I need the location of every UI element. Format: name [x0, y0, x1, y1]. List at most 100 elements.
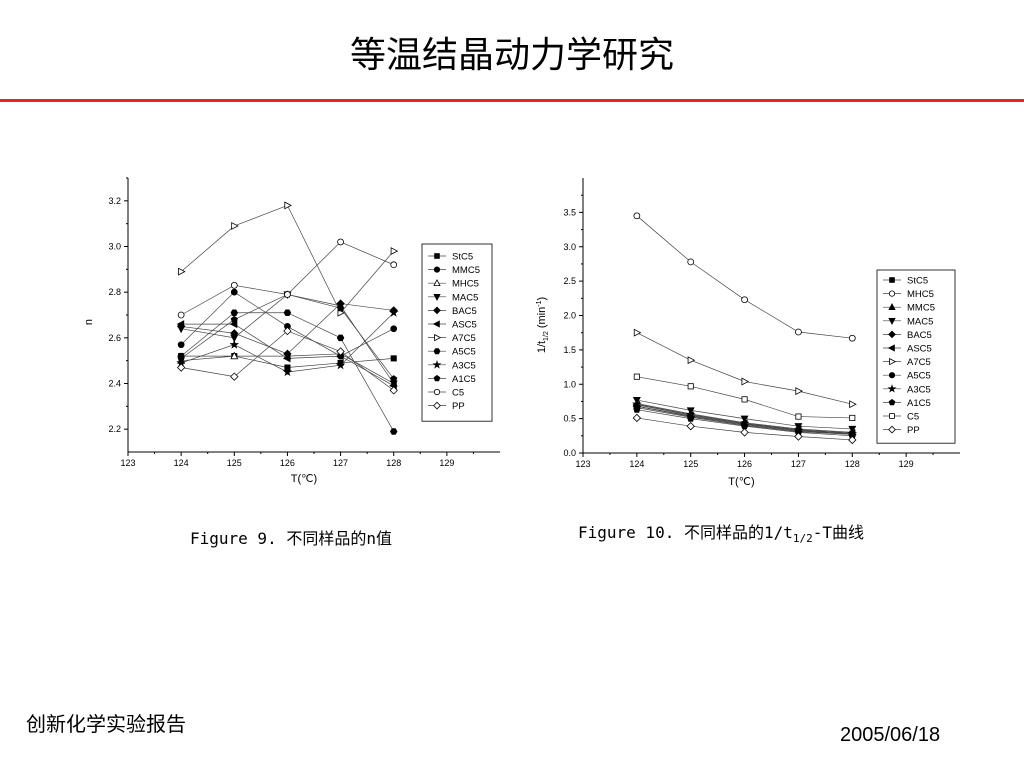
legend-marker [433, 293, 441, 301]
y-axis-title-main: 1/t [536, 341, 548, 353]
data-point [284, 291, 291, 298]
y-tick-label: 2.4 [108, 379, 121, 389]
legend-marker [434, 253, 440, 259]
y-tick-label: 2.0 [563, 311, 576, 321]
data-point [687, 356, 696, 365]
legend-label: StC5 [452, 252, 473, 263]
legend-marker [433, 401, 441, 410]
series-PP [176, 326, 398, 395]
y-tick-label: 2.6 [108, 333, 121, 343]
data-point [390, 375, 398, 383]
data-point [176, 320, 185, 329]
chart-figure10: 123 124 125 126 127 128 129 0.0 0.5 1.0 1.5 2.0 2.5 3… [536, 178, 960, 488]
data-point [632, 413, 642, 423]
legend-label: A1C5 [907, 398, 931, 409]
x-tick-label: 125 [227, 458, 242, 468]
data-point [388, 307, 399, 317]
data-point [633, 212, 641, 220]
legend-label: BAC5 [907, 330, 932, 341]
legend-marker [434, 333, 442, 342]
y-tick-label: 1.0 [563, 379, 576, 389]
figure10-caption-suffix: -T曲线 [812, 523, 865, 542]
legend-label: MMC5 [907, 303, 935, 314]
legend-marker [888, 317, 896, 325]
series-C5 [633, 373, 856, 421]
data-point [230, 315, 238, 323]
legend-marker [433, 348, 441, 355]
x-tick-label: 123 [575, 459, 590, 469]
y-tick-label: 3.5 [563, 207, 576, 217]
data-point [230, 351, 239, 360]
data-point [741, 396, 748, 403]
legend-marker [888, 290, 896, 297]
legend-label: ASC5 [452, 320, 477, 331]
y-axis-title: 1/t1/2 (min-1) [536, 297, 550, 353]
x-tick-label: 129 [439, 458, 454, 468]
legend-label: A3C5 [452, 360, 476, 371]
legend-marker [887, 344, 895, 352]
x-tick-label: 125 [683, 459, 698, 469]
series-PP [632, 413, 857, 445]
data-point [390, 325, 398, 333]
data-point [390, 355, 397, 362]
data-point [231, 221, 239, 230]
legend-label: MHC5 [452, 279, 479, 290]
figure9-caption: Figure 9. 不同样品的n值 [190, 529, 392, 548]
data-point [229, 339, 240, 349]
series-MHC5 [633, 212, 856, 342]
legend-label: PP [907, 425, 920, 436]
y-tick-label: 2.2 [108, 424, 121, 434]
legend-label: A5C5 [452, 347, 476, 358]
series-line [180, 241, 394, 316]
legend-marker [432, 320, 440, 328]
legend-marker [889, 357, 897, 366]
data-point [633, 405, 641, 413]
legend-marker [888, 398, 896, 406]
data-point [390, 247, 399, 256]
data-point [687, 258, 695, 266]
legend-marker [888, 425, 896, 434]
legend-marker [433, 388, 441, 396]
footer-report-name: 创新化学实验报告 [26, 712, 186, 736]
data-point [282, 354, 291, 363]
legend-label: A7C5 [452, 333, 476, 344]
legend-marker [887, 384, 897, 393]
data-point [336, 304, 345, 312]
x-tick-label: 129 [899, 459, 914, 469]
y-axis-title-sub: 1/2 [543, 331, 550, 341]
series-line [636, 215, 853, 339]
data-point [283, 309, 292, 316]
data-point [849, 414, 856, 421]
data-point [337, 238, 344, 246]
series-A3C5 [176, 307, 399, 377]
data-point [741, 296, 748, 304]
x-tick-label: 123 [120, 458, 135, 468]
data-point [795, 328, 802, 336]
legend-marker [888, 330, 896, 339]
data-point [794, 432, 803, 441]
data-point [687, 414, 695, 422]
legend-label: MMC5 [452, 265, 480, 276]
x-tick-label: 128 [386, 458, 401, 468]
data-point [741, 377, 750, 386]
legend: StC5 MHC5 MMC5 MAC5 BAC5 ASC5 A7C5 A5C5 A3C5 A1C5… [876, 269, 956, 444]
x-tick-label: 127 [333, 458, 348, 468]
legend-marker [433, 266, 441, 273]
data-point [177, 311, 185, 319]
data-point [740, 428, 749, 437]
x-tick-label: 124 [629, 459, 644, 469]
legend-label: A7C5 [907, 357, 931, 368]
data-point [336, 347, 345, 356]
data-point [178, 267, 186, 276]
y-axis-title-sup: -1 [536, 300, 543, 306]
data-point [633, 373, 640, 380]
legend-label: MHC5 [907, 289, 934, 300]
data-point [283, 326, 292, 336]
series-line [636, 332, 853, 405]
figure10-caption-subscript: 1/2 [792, 532, 813, 546]
y-tick-label: 1.5 [563, 345, 576, 355]
legend-label: MAC5 [907, 316, 933, 327]
x-axis-title: T(℃) [728, 476, 754, 488]
y-tick-label: 3.0 [563, 242, 576, 252]
